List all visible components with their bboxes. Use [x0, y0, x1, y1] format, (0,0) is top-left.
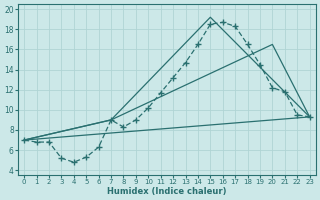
X-axis label: Humidex (Indice chaleur): Humidex (Indice chaleur) — [107, 187, 227, 196]
